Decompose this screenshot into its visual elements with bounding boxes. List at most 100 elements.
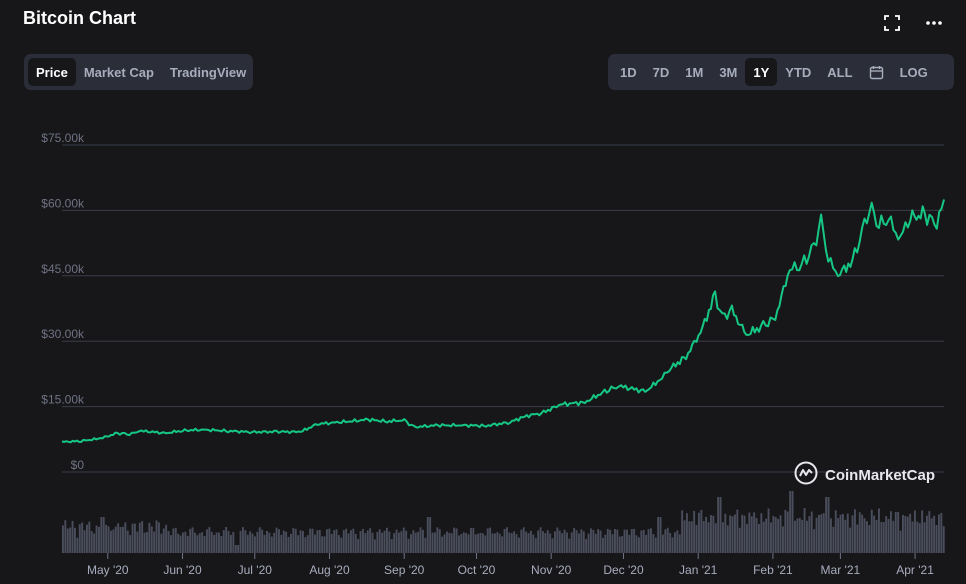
range-3m[interactable]: 3M bbox=[719, 64, 738, 80]
volume-bar bbox=[450, 533, 453, 553]
volume-bar bbox=[885, 516, 888, 553]
volume-bar bbox=[407, 538, 410, 553]
volume-bar bbox=[189, 528, 192, 553]
volume-bar bbox=[741, 514, 744, 553]
volume-bar bbox=[904, 516, 907, 553]
volume-bar bbox=[110, 530, 112, 553]
volume-bar bbox=[165, 524, 168, 553]
volume-bar bbox=[712, 515, 715, 553]
volume-bar bbox=[556, 527, 559, 553]
volume-bar bbox=[582, 531, 585, 553]
volume-bar bbox=[64, 520, 67, 553]
volume-bar bbox=[554, 531, 556, 553]
range-1y[interactable]: 1Y bbox=[745, 58, 778, 86]
volume-bar bbox=[482, 533, 484, 553]
volume-bar bbox=[345, 528, 348, 553]
volume-bar bbox=[897, 511, 900, 553]
volume-bar bbox=[206, 529, 208, 553]
volume-bar bbox=[899, 530, 902, 553]
volume-bar bbox=[873, 515, 876, 553]
volume-bar bbox=[707, 522, 710, 553]
volume-bar bbox=[117, 523, 120, 553]
volume-bar bbox=[105, 524, 108, 553]
volume-bar bbox=[90, 531, 93, 553]
volume-bar bbox=[153, 531, 156, 553]
volume-bar bbox=[254, 536, 256, 553]
volume-bar bbox=[782, 526, 784, 553]
range-ytd[interactable]: YTD bbox=[785, 64, 812, 80]
volume-bar bbox=[275, 527, 278, 553]
volume-bar bbox=[642, 529, 645, 553]
volume-bar bbox=[347, 533, 350, 553]
volume-bar bbox=[650, 528, 652, 553]
volume-bar bbox=[311, 528, 314, 553]
volume-bar bbox=[666, 527, 669, 553]
volume-bar bbox=[474, 534, 477, 553]
volume-bar bbox=[726, 525, 729, 553]
volume-bar bbox=[261, 529, 264, 553]
volume-bar bbox=[100, 517, 103, 553]
volume-bar bbox=[789, 491, 792, 553]
volume-bar bbox=[722, 522, 724, 553]
volume-bar bbox=[378, 529, 381, 553]
volume-bar bbox=[141, 521, 144, 553]
volume-bar bbox=[390, 539, 393, 553]
volume-bar bbox=[647, 529, 650, 553]
volume-bar bbox=[417, 531, 420, 553]
volume-bar bbox=[119, 527, 122, 553]
volume-bar bbox=[237, 545, 240, 553]
volume-bar bbox=[251, 533, 254, 553]
volume-bar bbox=[443, 534, 446, 553]
volume-bar bbox=[244, 530, 247, 553]
volume-bar bbox=[693, 510, 696, 553]
volume-bar bbox=[750, 516, 753, 553]
volume-bar bbox=[491, 533, 494, 553]
tab-tradingview[interactable]: TradingView bbox=[169, 64, 247, 80]
range-7d[interactable]: 7D bbox=[652, 64, 670, 80]
range-log[interactable]: LOG bbox=[899, 64, 928, 80]
y-tick-label: $30.00k bbox=[41, 327, 85, 341]
volume-bar bbox=[486, 528, 489, 553]
volume-bar bbox=[827, 497, 830, 553]
volume-bar bbox=[866, 521, 868, 553]
x-tick-label: Nov '20 bbox=[531, 563, 572, 577]
x-tick-label: Jul '20 bbox=[238, 563, 273, 577]
volume-bar bbox=[222, 530, 225, 553]
volume-bar bbox=[861, 514, 864, 553]
volume-bar bbox=[453, 527, 456, 553]
volume-bar bbox=[880, 521, 883, 553]
volume-bar bbox=[160, 533, 163, 553]
range-1m[interactable]: 1M bbox=[685, 64, 704, 80]
volume-bar bbox=[477, 533, 480, 553]
tab-market-cap[interactable]: Market Cap bbox=[83, 64, 154, 80]
volume-bar bbox=[268, 532, 271, 553]
volume-bar bbox=[436, 527, 439, 553]
volume-bar bbox=[78, 524, 81, 553]
fullscreen-icon[interactable] bbox=[882, 13, 902, 33]
volume-bar bbox=[402, 527, 405, 553]
volume-bar bbox=[681, 510, 684, 553]
volume-bar bbox=[352, 528, 355, 553]
range-1d[interactable]: 1D bbox=[620, 64, 637, 80]
calendar-icon[interactable] bbox=[861, 58, 892, 86]
x-tick-label: Jan '21 bbox=[679, 563, 718, 577]
volume-bar bbox=[227, 530, 230, 553]
volume-bar bbox=[515, 534, 518, 553]
volume-bar bbox=[892, 520, 895, 553]
volume-bar bbox=[174, 527, 177, 553]
volume-bar bbox=[525, 531, 528, 553]
volume-bar bbox=[856, 524, 859, 553]
more-icon[interactable] bbox=[924, 13, 944, 33]
volume-bar bbox=[234, 545, 237, 553]
volume-bar bbox=[290, 533, 292, 553]
range-all[interactable]: ALL bbox=[827, 64, 853, 80]
volume-bar bbox=[609, 529, 612, 553]
volume-bar bbox=[705, 516, 708, 553]
volume-bar bbox=[472, 527, 475, 553]
volume-bar bbox=[148, 522, 151, 553]
tab-price[interactable]: Price bbox=[28, 58, 76, 86]
volume-bar bbox=[844, 519, 847, 553]
volume-bar bbox=[414, 532, 417, 553]
x-tick-label: Oct '20 bbox=[458, 563, 496, 577]
